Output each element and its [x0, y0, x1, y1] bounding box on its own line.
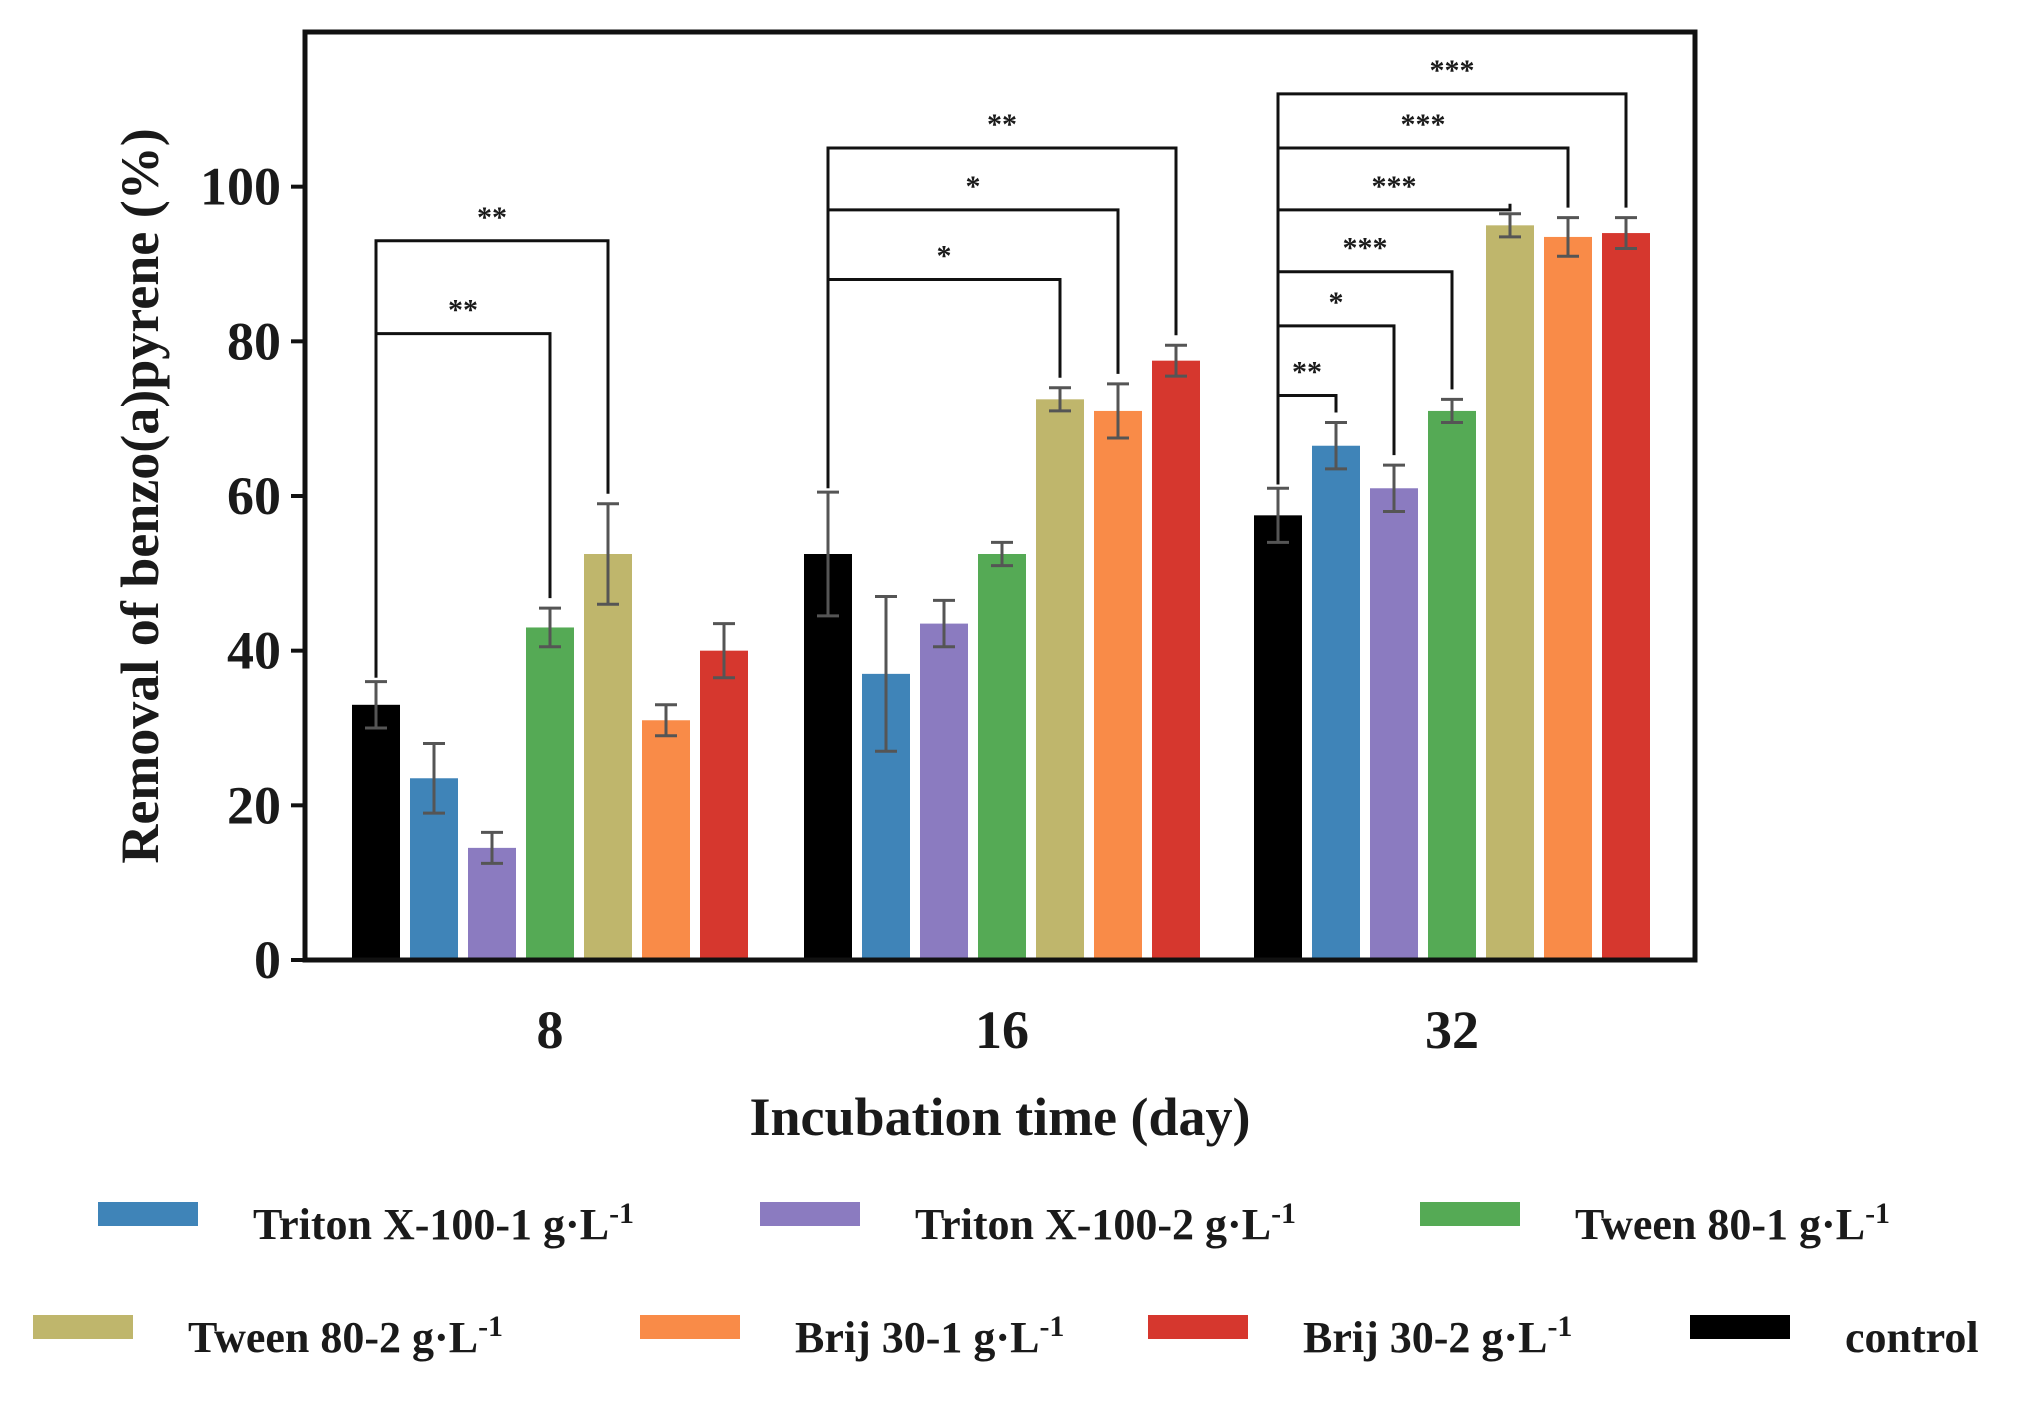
bar: [584, 554, 632, 960]
legend-swatch: [33, 1315, 133, 1339]
significance-label: ***: [1372, 170, 1417, 203]
y-tick-label: 0: [254, 930, 281, 990]
bar: [920, 623, 968, 960]
significance-label: **: [1292, 355, 1322, 388]
legend-swatch: [98, 1202, 198, 1226]
legend-label: Brij 30-1 g·L-1: [795, 1310, 1064, 1362]
y-axis-title: Removal of benzo(a)pyrene (%): [110, 128, 170, 863]
bar: [1036, 399, 1084, 960]
legend-label: Brij 30-2 g·L-1: [1303, 1310, 1572, 1362]
significance-label: **: [448, 294, 478, 327]
bar: [1370, 488, 1418, 960]
bar: [978, 554, 1026, 960]
legend-label: Tween 80-1 g·L-1: [1575, 1197, 1890, 1249]
significance-bracket: [1276, 92, 1628, 485]
legend-label: Triton X-100-2 g·L-1: [915, 1197, 1296, 1249]
bar: [1544, 236, 1592, 960]
significance-bracket: [826, 146, 1178, 489]
bar: [352, 704, 400, 960]
y-tick-label: 100: [200, 157, 281, 217]
significance-bracket: [374, 239, 610, 678]
legend-swatch: [760, 1202, 860, 1226]
bar: [804, 554, 852, 960]
significance-label: **: [477, 201, 507, 234]
significance-label: ***: [1343, 232, 1388, 265]
legend-label: Triton X-100-1 g·L-1: [253, 1197, 634, 1249]
significance-label: ***: [1430, 54, 1475, 87]
legend-label: control: [1845, 1313, 1979, 1362]
legend-swatch: [1420, 1202, 1520, 1226]
significance-label: *: [966, 170, 981, 203]
bar: [1094, 410, 1142, 960]
bar: [1486, 225, 1534, 961]
bar: [1602, 233, 1650, 961]
legend-swatch: [1148, 1315, 1248, 1339]
significance-label: *: [1329, 286, 1344, 319]
x-category-label: 8: [537, 1000, 564, 1060]
significance-label: *: [937, 239, 952, 272]
y-tick-label: 60: [227, 466, 281, 526]
x-axis-title: Incubation time (day): [749, 1087, 1250, 1147]
y-tick-label: 20: [227, 775, 281, 835]
significance-label: **: [987, 108, 1017, 141]
bar: [1254, 515, 1302, 960]
y-tick-label: 40: [227, 621, 281, 681]
bar: [700, 650, 748, 960]
bar: [526, 627, 574, 960]
bar: [1428, 410, 1476, 960]
bar: [1152, 360, 1200, 961]
legend-swatch: [640, 1315, 740, 1339]
bar: [642, 720, 690, 960]
bar: [1312, 445, 1360, 960]
significance-label: ***: [1401, 108, 1446, 141]
significance-bracket: [826, 277, 1062, 489]
x-category-label: 32: [1425, 1000, 1479, 1060]
legend-swatch: [1690, 1315, 1790, 1339]
legend-label: Tween 80-2 g·L-1: [188, 1310, 503, 1362]
x-category-label: 16: [975, 1000, 1029, 1060]
bar: [468, 847, 516, 960]
significance-bracket: [374, 332, 552, 678]
y-tick-label: 80: [227, 311, 281, 371]
